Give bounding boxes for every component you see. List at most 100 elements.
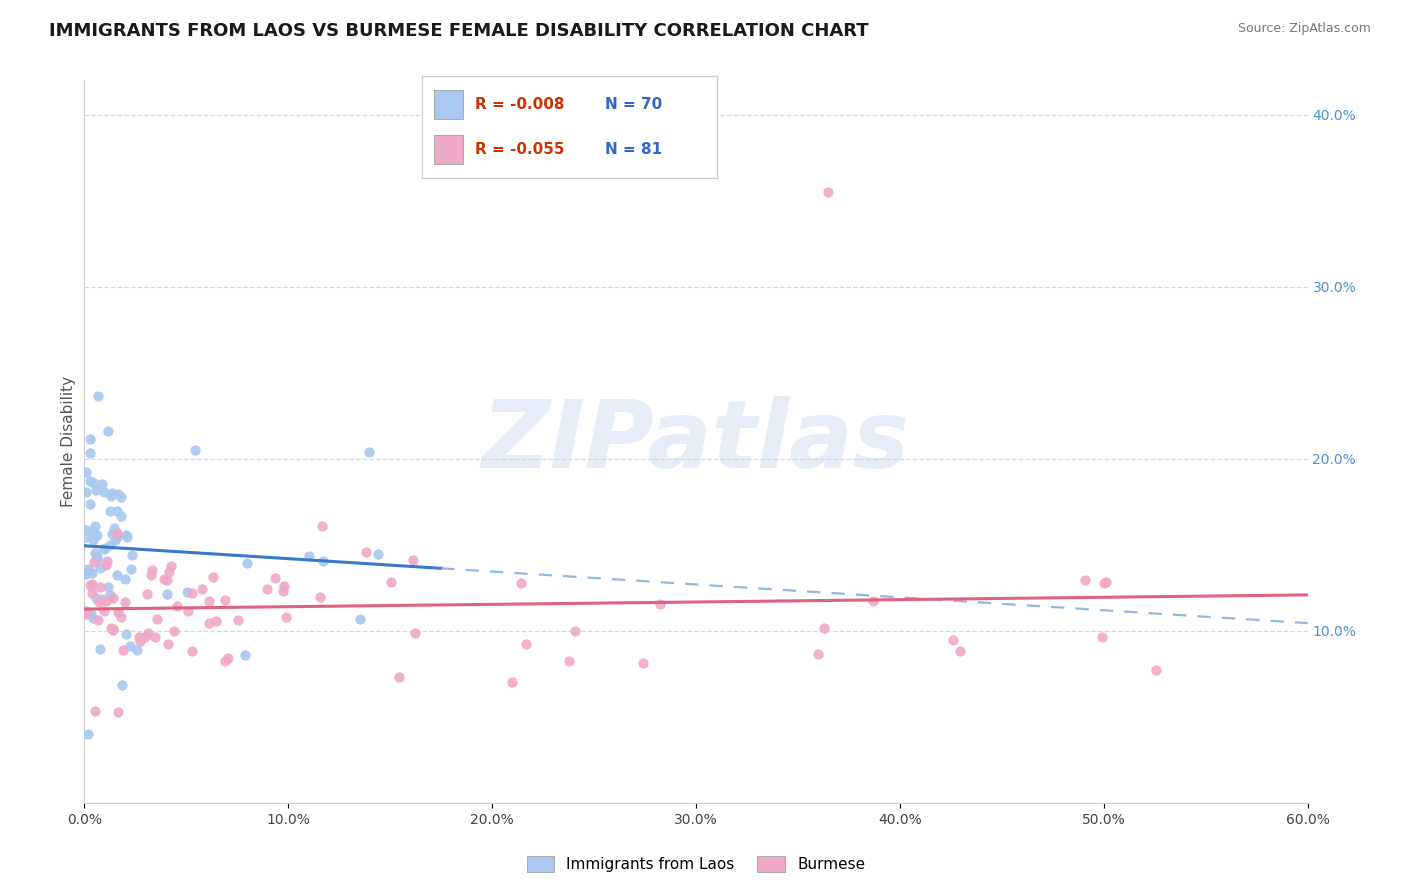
Point: [89, 580, 111, 594]
Point: [515, 637, 537, 651]
Point: [93, 541, 115, 556]
Point: [226, 613, 249, 627]
Point: [86, 549, 108, 564]
Point: [166, 599, 188, 614]
Point: [139, 568, 162, 582]
Point: [76, 727, 98, 741]
Point: [86, 552, 108, 566]
Point: [114, 572, 136, 586]
Point: [201, 570, 224, 584]
Text: ZIPatlas: ZIPatlas: [482, 395, 910, 488]
Point: [1095, 574, 1118, 589]
Point: [107, 605, 129, 619]
Point: [101, 623, 124, 637]
Text: IMMIGRANTS FROM LAOS VS BURMESE FEMALE DISABILITY CORRELATION CHART: IMMIGRANTS FROM LAOS VS BURMESE FEMALE D…: [49, 22, 869, 40]
Point: [180, 644, 202, 658]
Point: [256, 582, 278, 596]
Point: [807, 647, 830, 661]
Point: [79, 578, 101, 592]
Point: [105, 503, 128, 517]
Point: [501, 675, 523, 690]
Point: [862, 594, 884, 608]
Point: [110, 490, 132, 504]
Point: [128, 631, 150, 645]
Point: [84, 591, 107, 605]
Legend: Immigrants from Laos, Burmese: Immigrants from Laos, Burmese: [520, 850, 872, 879]
Point: [100, 538, 122, 552]
Point: [297, 549, 319, 563]
Point: [79, 432, 101, 446]
Point: [271, 584, 294, 599]
Point: [97, 424, 120, 438]
Point: [87, 594, 110, 608]
Point: [817, 185, 839, 199]
Point: [107, 706, 129, 720]
Point: [153, 572, 176, 586]
Point: [83, 555, 105, 569]
Point: [359, 445, 381, 459]
Point: [112, 643, 135, 657]
Point: [93, 541, 115, 556]
Point: [367, 547, 389, 561]
Point: [1090, 630, 1112, 644]
Point: [75, 567, 97, 582]
Point: [558, 654, 581, 668]
Point: [354, 544, 377, 558]
Text: R = -0.055: R = -0.055: [475, 142, 564, 157]
Point: [105, 530, 128, 544]
FancyBboxPatch shape: [433, 136, 463, 164]
Point: [311, 519, 333, 533]
Text: N = 81: N = 81: [605, 142, 662, 157]
Point: [214, 593, 236, 607]
FancyBboxPatch shape: [433, 90, 463, 119]
Point: [110, 610, 132, 624]
Point: [276, 609, 298, 624]
Point: [176, 585, 198, 599]
Point: [111, 677, 134, 691]
Point: [236, 556, 259, 570]
Point: [83, 704, 105, 718]
Point: [100, 489, 122, 503]
Point: [117, 530, 139, 544]
Point: [214, 654, 236, 668]
Point: [89, 641, 111, 656]
Point: [136, 587, 159, 601]
Point: [157, 637, 180, 651]
Point: [100, 485, 122, 500]
Point: [114, 528, 136, 542]
Point: [82, 586, 104, 600]
Point: [75, 530, 97, 544]
Point: [100, 621, 122, 635]
Point: [79, 497, 101, 511]
Point: [949, 644, 972, 658]
Point: [125, 643, 148, 657]
Point: [83, 518, 105, 533]
Point: [91, 591, 114, 606]
Point: [91, 476, 114, 491]
Point: [75, 523, 97, 537]
Point: [84, 546, 107, 560]
Point: [75, 465, 97, 479]
Point: [96, 553, 118, 567]
Point: [114, 595, 136, 609]
Point: [105, 568, 128, 582]
Point: [79, 446, 101, 460]
Point: [75, 607, 97, 621]
Point: [163, 624, 186, 638]
Point: [402, 553, 425, 567]
Point: [235, 648, 257, 663]
Point: [156, 587, 179, 601]
Point: [98, 588, 121, 602]
Point: [96, 594, 118, 608]
Point: [87, 613, 110, 627]
Point: [76, 605, 98, 619]
Text: N = 70: N = 70: [605, 97, 662, 112]
Point: [75, 484, 97, 499]
Point: [388, 670, 411, 684]
Point: [86, 389, 108, 403]
Point: [120, 562, 142, 576]
Text: R = -0.008: R = -0.008: [475, 97, 564, 112]
Point: [942, 632, 965, 647]
Point: [103, 520, 125, 534]
Point: [160, 558, 183, 573]
